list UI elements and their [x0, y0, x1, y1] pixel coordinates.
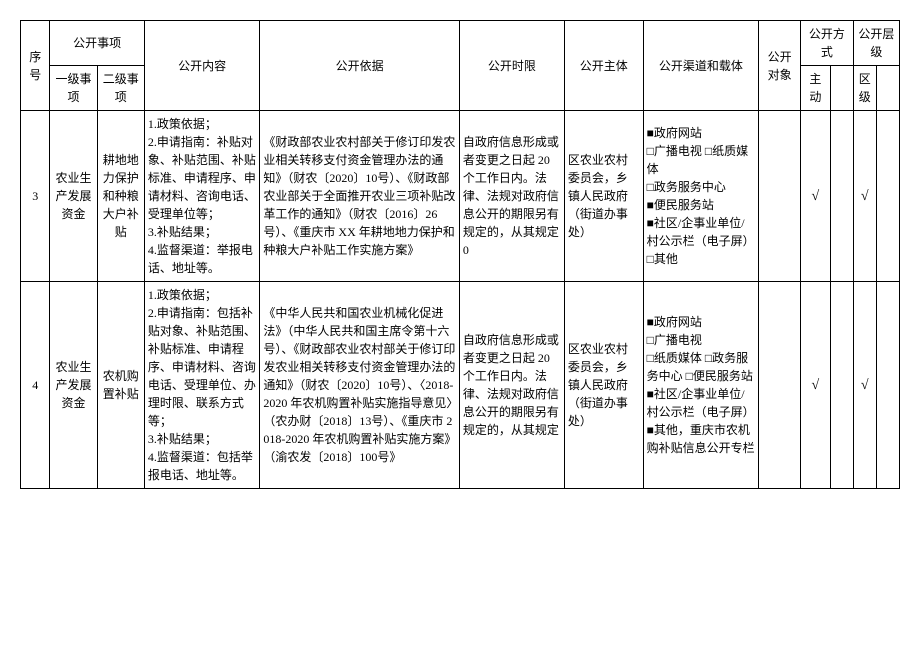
header-district: 区级	[853, 66, 876, 111]
cell-timelimit: 自政府信息形成或者变更之日起 20 个工作日内。法律、法规对政府信息公开的期限另…	[459, 111, 564, 282]
header-method: 公开方式	[801, 21, 854, 66]
cell-content: 1.政策依据；2.申请指南：包括补贴对象、补贴范围、补贴标准、申请程序、申请材料…	[144, 282, 260, 489]
header-l2: 二级事项	[97, 66, 144, 111]
cell-l1: 农业生产发展资金	[50, 111, 97, 282]
header-basis: 公开依据	[260, 21, 460, 111]
cell-method-blank	[830, 282, 853, 489]
cell-channel: ■政府网站□广播电视□纸质媒体 □政务服务中心 □便民服务站■社区/企事业单位/…	[643, 282, 759, 489]
header-level-blank	[876, 66, 899, 111]
header-active: 主动	[801, 66, 830, 111]
header-channel: 公开渠道和载体	[643, 21, 759, 111]
cell-basis: 《财政部农业农村部关于修订印发农业相关转移支付资金管理办法的通知》（财农〔202…	[260, 111, 460, 282]
cell-basis: 《中华人民共和国农业机械化促进法》（中华人民共和国主席令第十六号）、《财政部农业…	[260, 282, 460, 489]
cell-timelimit: 自政府信息形成或者变更之日起 20 个工作日内。法律、法规对政府信息公开的期限另…	[459, 282, 564, 489]
header-target: 公开对象	[759, 21, 801, 111]
cell-district: √	[853, 282, 876, 489]
table-row: 4 农业生产发展资金 农机购置补贴 1.政策依据；2.申请指南：包括补贴对象、补…	[21, 282, 900, 489]
cell-channel: ■政府网站□广播电视 □纸质媒体□政务服务中心■便民服务站■社区/企事业单位/村…	[643, 111, 759, 282]
cell-l2: 耕地地力保护和种粮大户补贴	[97, 111, 144, 282]
cell-seq: 3	[21, 111, 50, 282]
header-l1: 一级事项	[50, 66, 97, 111]
cell-level-blank	[876, 111, 899, 282]
cell-district: √	[853, 111, 876, 282]
cell-active: √	[801, 111, 830, 282]
cell-active: √	[801, 282, 830, 489]
cell-subject: 区农业农村委员会，乡镇人民政府（街道办事处）	[564, 111, 643, 282]
cell-method-blank	[830, 111, 853, 282]
cell-seq: 4	[21, 282, 50, 489]
cell-level-blank	[876, 282, 899, 489]
cell-l2: 农机购置补贴	[97, 282, 144, 489]
cell-content: 1.政策依据；2.申请指南：补贴对象、补贴范围、补贴标准、申请程序、申请材料、咨…	[144, 111, 260, 282]
table-row: 3 农业生产发展资金 耕地地力保护和种粮大户补贴 1.政策依据；2.申请指南：补…	[21, 111, 900, 282]
header-matter: 公开事项	[50, 21, 145, 66]
header-subject: 公开主体	[564, 21, 643, 111]
cell-subject: 区农业农村委员会，乡镇人民政府（街道办事处）	[564, 282, 643, 489]
disclosure-table: 序号 公开事项 公开内容 公开依据 公开时限 公开主体 公开渠道和载体 公开对象…	[20, 20, 900, 489]
header-content: 公开内容	[144, 21, 260, 111]
header-timelimit: 公开时限	[459, 21, 564, 111]
header-method-blank	[830, 66, 853, 111]
cell-l1: 农业生产发展资金	[50, 282, 97, 489]
header-seq: 序号	[21, 21, 50, 111]
cell-target	[759, 111, 801, 282]
cell-target	[759, 282, 801, 489]
header-level: 公开层级	[853, 21, 899, 66]
